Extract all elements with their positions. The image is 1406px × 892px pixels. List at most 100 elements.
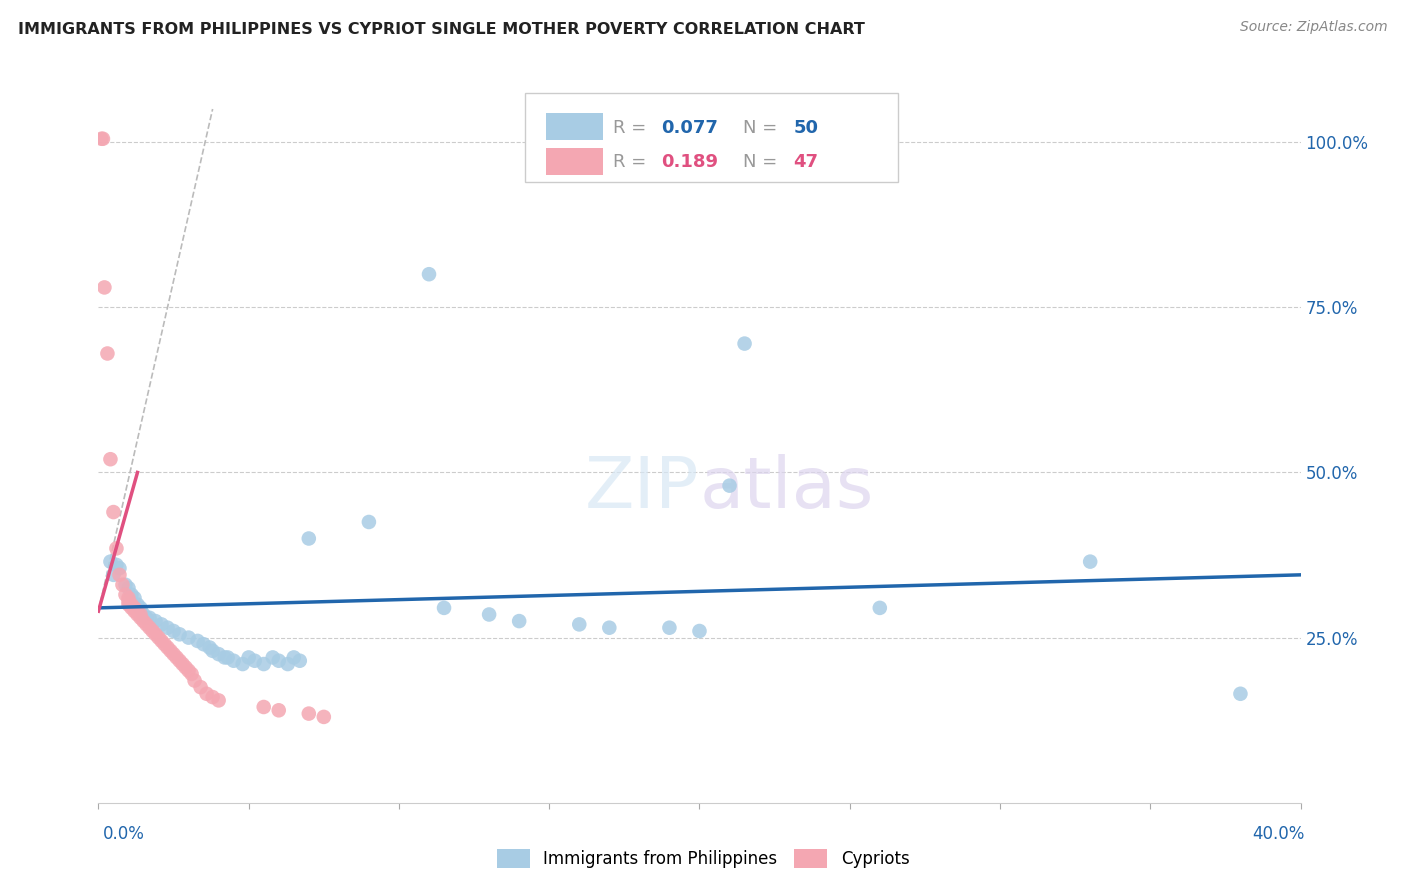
Point bbox=[138, 611, 160, 625]
Point bbox=[658, 621, 681, 635]
Point bbox=[148, 631, 170, 645]
Point bbox=[127, 604, 149, 618]
Point bbox=[214, 650, 236, 665]
Text: 0.189: 0.189 bbox=[661, 153, 718, 171]
Point bbox=[153, 637, 176, 651]
Legend: Immigrants from Philippines, Cypriots: Immigrants from Philippines, Cypriots bbox=[489, 842, 917, 875]
Point bbox=[156, 621, 179, 635]
Point bbox=[124, 591, 146, 605]
Point bbox=[283, 650, 305, 665]
Text: Source: ZipAtlas.com: Source: ZipAtlas.com bbox=[1240, 20, 1388, 34]
Point bbox=[169, 627, 191, 641]
Point bbox=[117, 581, 139, 595]
Point bbox=[138, 621, 160, 635]
Point bbox=[145, 627, 167, 641]
Point bbox=[108, 561, 131, 575]
Point bbox=[111, 578, 134, 592]
Point bbox=[277, 657, 299, 671]
Point bbox=[195, 687, 218, 701]
Point bbox=[262, 650, 284, 665]
Point bbox=[177, 631, 200, 645]
Point bbox=[222, 654, 245, 668]
Point bbox=[117, 594, 139, 608]
Point bbox=[129, 600, 152, 615]
Point bbox=[166, 650, 188, 665]
Point bbox=[124, 604, 146, 618]
Point bbox=[100, 452, 122, 467]
Point bbox=[150, 634, 173, 648]
Point bbox=[183, 673, 205, 688]
Point bbox=[108, 567, 131, 582]
Text: atlas: atlas bbox=[700, 454, 875, 524]
Point bbox=[1229, 687, 1251, 701]
Point bbox=[177, 664, 200, 678]
Text: R =: R = bbox=[613, 153, 652, 171]
Text: N =: N = bbox=[742, 119, 783, 136]
Point bbox=[105, 558, 128, 572]
Point bbox=[129, 607, 152, 622]
Point bbox=[187, 634, 209, 648]
Point bbox=[132, 614, 155, 628]
Point bbox=[298, 706, 321, 721]
Point bbox=[238, 650, 260, 665]
Point bbox=[103, 567, 125, 582]
Point bbox=[162, 624, 184, 638]
Point bbox=[117, 598, 139, 612]
Point bbox=[478, 607, 501, 622]
Point bbox=[689, 624, 711, 638]
Point bbox=[180, 667, 202, 681]
Text: 50: 50 bbox=[793, 119, 818, 136]
Point bbox=[243, 654, 266, 668]
Point bbox=[201, 644, 224, 658]
Point bbox=[508, 614, 530, 628]
Point bbox=[135, 617, 157, 632]
Point bbox=[105, 541, 128, 556]
Point bbox=[1078, 555, 1101, 569]
Text: R =: R = bbox=[613, 119, 652, 136]
Point bbox=[568, 617, 591, 632]
Point bbox=[357, 515, 380, 529]
Point bbox=[159, 644, 181, 658]
Point bbox=[114, 588, 136, 602]
Point bbox=[253, 700, 276, 714]
Point bbox=[121, 600, 143, 615]
Bar bbox=[546, 148, 603, 175]
Point bbox=[121, 598, 143, 612]
Point bbox=[288, 654, 311, 668]
Point bbox=[253, 657, 276, 671]
Text: ZIP: ZIP bbox=[585, 454, 700, 524]
Point bbox=[190, 680, 212, 694]
Point bbox=[103, 505, 125, 519]
Point bbox=[598, 621, 620, 635]
Text: N =: N = bbox=[742, 153, 783, 171]
Bar bbox=[546, 113, 603, 140]
Point bbox=[162, 647, 184, 661]
Point bbox=[433, 600, 456, 615]
Point bbox=[117, 591, 139, 605]
Point bbox=[135, 611, 157, 625]
Text: 40.0%: 40.0% bbox=[1253, 825, 1305, 843]
Point bbox=[114, 578, 136, 592]
Point bbox=[198, 640, 221, 655]
Point bbox=[150, 617, 173, 632]
Point bbox=[734, 336, 756, 351]
Point bbox=[267, 654, 290, 668]
Point bbox=[100, 555, 122, 569]
Point bbox=[193, 637, 215, 651]
Point bbox=[127, 607, 149, 622]
Point bbox=[124, 600, 146, 615]
Point bbox=[267, 703, 290, 717]
Point bbox=[145, 614, 167, 628]
Point bbox=[208, 647, 231, 661]
Point bbox=[869, 600, 891, 615]
Point bbox=[298, 532, 321, 546]
Point bbox=[129, 611, 152, 625]
Point bbox=[132, 607, 155, 622]
Text: 0.0%: 0.0% bbox=[103, 825, 145, 843]
Point bbox=[90, 132, 112, 146]
Point bbox=[418, 267, 440, 281]
Point bbox=[93, 280, 115, 294]
Point bbox=[201, 690, 224, 704]
Point bbox=[96, 346, 118, 360]
Point bbox=[174, 660, 197, 674]
